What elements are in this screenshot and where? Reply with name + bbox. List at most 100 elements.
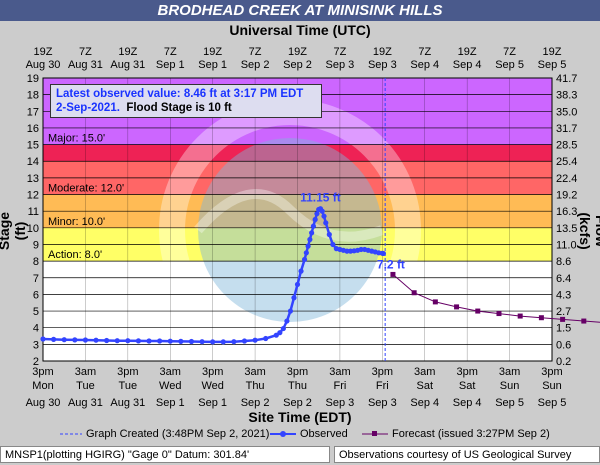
right-tick-label-11: 22.4 <box>556 173 577 185</box>
bottom-tick-date-8: Sep 3 <box>368 397 397 409</box>
observed-point-12 <box>167 338 173 344</box>
legend-graph-created: Graph Created (3:48PM Sep 2, 2021) <box>60 428 269 440</box>
observed-point-19 <box>241 338 248 344</box>
observed-point-18 <box>231 339 237 345</box>
left-tick-label-0: 2 <box>33 356 39 368</box>
observed-point-33 <box>307 236 313 243</box>
observed-point-30 <box>301 256 308 263</box>
flood-band-label-4: Action: 8.0' <box>48 249 102 261</box>
forecast-point-1 <box>411 290 417 296</box>
bottom-tick-time-0: 3pm <box>32 366 53 378</box>
bottom-tick-day-12: Sun <box>542 380 562 392</box>
left-tick-label-3: 5 <box>33 306 39 318</box>
right-tick-label-1: 0.6 <box>556 339 571 351</box>
right-tick-label-14: 31.7 <box>556 123 577 135</box>
left-tick-label-14: 16 <box>27 123 39 135</box>
forecast-line <box>392 274 600 323</box>
right-tick-label-4: 4.3 <box>556 289 571 301</box>
right-tick-label-2: 1.5 <box>556 323 571 335</box>
observed-point-4 <box>82 337 89 343</box>
observed-point-9 <box>135 338 142 344</box>
top-tick-time-3: 7Z <box>164 46 177 58</box>
top-tick-date-7: Sep 3 <box>326 59 355 71</box>
right-tick-label-10: 19.2 <box>556 190 577 202</box>
top-tick-time-12: 19Z <box>543 46 562 58</box>
top-axis-title: Universal Time (UTC) <box>229 22 371 38</box>
latest-value-date: 2-Sep-2021. <box>56 102 120 114</box>
bottom-tick-date-5: Sep 2 <box>241 397 270 409</box>
left-axis-title: Stage (ft) <box>0 211 28 251</box>
bottom-tick-date-0: Aug 30 <box>26 397 61 409</box>
bottom-tick-time-4: 3pm <box>202 366 223 378</box>
observed-point-26 <box>287 308 294 314</box>
observed-point-40 <box>319 208 325 214</box>
left-tick-label-16: 18 <box>27 90 39 102</box>
bottom-tick-time-11: 3am <box>499 366 520 378</box>
observed-point-27 <box>291 295 297 301</box>
top-tick-time-4: 19Z <box>203 46 222 58</box>
chart-title: BRODHEAD CREEK AT MINISINK HILLS <box>157 2 443 19</box>
top-tick-time-10: 19Z <box>458 46 477 58</box>
source-footer: Observations courtesy of US Geological S… <box>334 446 600 463</box>
bottom-tick-time-2: 3pm <box>117 366 138 378</box>
dashed-line-icon <box>60 433 82 435</box>
bottom-tick-time-5: 3am <box>244 366 265 378</box>
forecast-point-5 <box>496 311 502 317</box>
observed-point-37 <box>314 211 320 217</box>
forecast-line-icon <box>362 431 388 436</box>
left-tick-label-11: 13 <box>27 173 39 185</box>
observed-point-59 <box>380 250 386 257</box>
legend: Graph Created (3:48PM Sep 2, 2021) Obser… <box>0 426 600 444</box>
bottom-tick-date-4: Sep 1 <box>198 397 227 409</box>
forecast-point-7 <box>538 315 544 321</box>
left-tick-label-6: 8 <box>33 256 39 268</box>
forecast-point-2 <box>432 299 438 305</box>
top-tick-date-2: Aug 31 <box>110 59 145 71</box>
observed-point-15 <box>199 339 205 345</box>
observed-point-31 <box>303 250 309 256</box>
legend-graph-created-label: Graph Created (3:48PM Sep 2, 2021) <box>86 428 270 440</box>
right-tick-label-7: 11.0 <box>556 239 577 251</box>
left-tick-label-4: 6 <box>33 289 39 301</box>
bottom-tick-time-10: 3pm <box>456 366 477 378</box>
left-tick-label-5: 7 <box>33 273 39 285</box>
latest-value-box: Latest observed value: 8.46 ft at 3:17 P… <box>50 84 322 118</box>
bottom-tick-date-11: Sep 5 <box>495 397 524 409</box>
bottom-tick-time-12: 3pm <box>541 366 562 378</box>
hydrograph-chart: Major: 15.0' Moderate: 12.0' Minor: 10.0' A… <box>26 46 600 409</box>
datum-footer: MNSP1(plotting HGIRG) "Gage 0" Datum: 30… <box>0 446 330 463</box>
observed-point-34 <box>309 230 315 236</box>
bottom-tick-time-1: 3am <box>75 366 96 378</box>
bottom-tick-time-7: 3am <box>329 366 350 378</box>
bottom-tick-day-4: Wed <box>201 380 223 392</box>
right-tick-label-9: 16.3 <box>556 206 577 218</box>
bottom-tick-day-3: Wed <box>159 380 181 392</box>
observed-point-8 <box>125 338 131 344</box>
top-tick-date-11: Sep 5 <box>495 59 524 71</box>
right-tick-label-6: 8.6 <box>556 256 571 268</box>
top-tick-date-6: Sep 2 <box>283 59 312 71</box>
bottom-tick-date-10: Sep 4 <box>453 397 482 409</box>
flood-band-label-3: Minor: 10.0' <box>48 216 105 228</box>
left-tick-label-7: 9 <box>33 239 39 251</box>
bottom-tick-date-9: Sep 4 <box>410 397 439 409</box>
top-tick-date-4: Sep 1 <box>198 59 227 71</box>
observed-point-20 <box>252 337 258 343</box>
top-tick-time-0: 19Z <box>34 46 53 58</box>
left-tick-label-1: 3 <box>33 339 39 351</box>
top-tick-time-6: 19Z <box>288 46 307 58</box>
top-tick-time-11: 7Z <box>503 46 516 58</box>
right-tick-label-17: 41.7 <box>556 73 577 85</box>
flood-band-label-2: Moderate: 12.0' <box>48 183 124 195</box>
left-tick-label-15: 17 <box>27 106 39 118</box>
watermark-disc <box>198 138 382 322</box>
legend-observed-label: Observed <box>300 428 348 440</box>
right-tick-label-15: 35.0 <box>556 106 577 118</box>
observed-point-32 <box>305 243 311 249</box>
forecast-start-label: 7.2 ft <box>377 257 405 271</box>
right-tick-label-0: 0.2 <box>556 356 571 368</box>
forecast-point-3 <box>454 304 460 310</box>
bottom-tick-date-2: Aug 31 <box>110 397 145 409</box>
observed-point-2 <box>61 337 67 343</box>
observed-point-11 <box>157 338 163 344</box>
